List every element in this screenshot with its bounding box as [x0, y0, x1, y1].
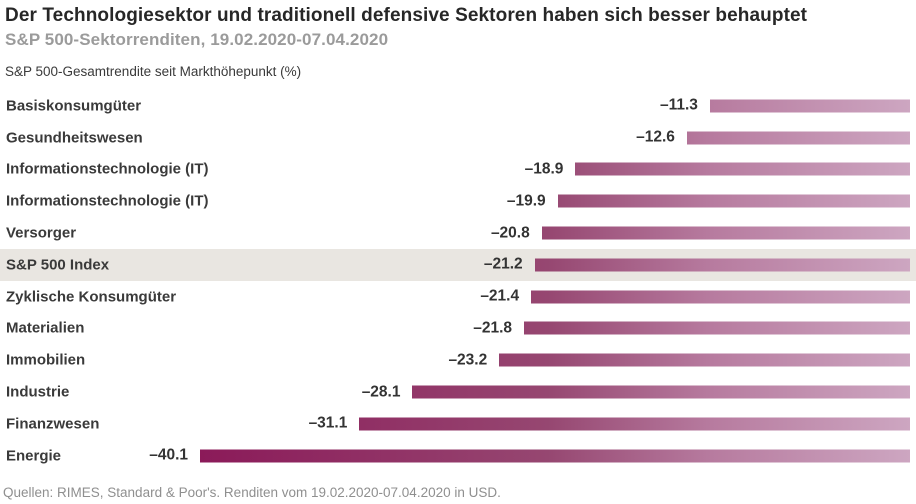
bar-track: –18.9: [200, 160, 910, 178]
category-label: Finanzwesen: [6, 415, 100, 433]
value-label: –21.4: [480, 287, 520, 305]
bar: [499, 353, 910, 367]
bar-track: –11.3: [200, 96, 910, 114]
value-label: –20.8: [490, 224, 530, 242]
category-label: Materialien: [6, 319, 85, 337]
bar: [359, 417, 910, 431]
chart-subtitle: S&P 500-Sektorrenditen, 19.02.2020-07.04…: [5, 30, 389, 49]
category-label: Industrie: [6, 383, 70, 401]
bar-track: –28.1: [200, 383, 910, 401]
value-label: –12.6: [636, 128, 675, 146]
category-label: Versorger: [6, 224, 77, 242]
bar-gradient-strip: [541, 226, 910, 240]
bar-row: Informationstechnologie (IT) –18.9: [0, 154, 916, 186]
bar-gradient-strip: [359, 417, 910, 431]
bar-track: –23.2: [200, 351, 910, 369]
bar-gradient-strip: [686, 131, 910, 145]
bar-gradient-strip: [200, 449, 910, 463]
value-label: –40.1: [149, 446, 188, 464]
bar-gradient-strip: [575, 162, 910, 176]
category-label: S&P 500 Index: [6, 256, 110, 274]
bar-gradient-strip: [499, 353, 910, 367]
bar-gradient-strip: [557, 194, 910, 208]
bar: [686, 131, 910, 145]
bar-row: Basiskonsumgüter –11.3: [0, 90, 916, 122]
value-label: –11.3: [660, 96, 698, 114]
bar: [531, 290, 910, 304]
value-label: –28.1: [361, 383, 401, 401]
bar-row: Materialien –21.8: [0, 313, 916, 345]
axis-label: S&P 500-Gesamtrendite seit Markthöhepunk…: [5, 64, 302, 79]
bar-row: Industrie –28.1: [0, 376, 916, 408]
bar-track: –21.8: [200, 319, 910, 337]
bar-track: –20.8: [200, 224, 910, 242]
bar-track: –21.4: [200, 287, 910, 305]
value-label: –21.8: [473, 319, 513, 337]
bar: [200, 449, 910, 463]
bar-track: –12.6: [200, 128, 910, 146]
bar-rows-container: Basiskonsumgüter –11.3 Gesundheitswesen –12…: [0, 90, 916, 472]
bar-track: –31.1: [200, 414, 910, 432]
category-label: Informationstechnologie (IT): [6, 160, 209, 178]
bar: [709, 99, 910, 113]
bar-row: Versorger –20.8: [0, 217, 916, 249]
bar-row: Finanzwesen –31.1: [0, 408, 916, 440]
category-label: Gesundheitswesen: [6, 129, 143, 147]
bar-row: Zyklische Konsumgüter –21.4: [0, 281, 916, 313]
bar: [534, 258, 910, 272]
category-label: Immobilien: [6, 351, 86, 369]
bar-track: –40.1: [149, 447, 910, 464]
source-note: Quellen: RIMES, Standard & Poor's. Rendi…: [3, 485, 501, 500]
bar-track: –21.2: [200, 255, 910, 273]
value-label: –18.9: [524, 160, 564, 178]
value-label: –23.2: [448, 351, 488, 369]
bar-row-highlighted: S&P 500 Index –21.2: [0, 248, 916, 281]
bar-row: Informationstechnologie (IT) –19.9: [0, 185, 916, 217]
bar-gradient-strip: [709, 99, 910, 113]
bar-gradient-strip: [412, 385, 910, 399]
category-label: Zyklische Konsumgüter: [6, 288, 177, 306]
bar-row: Energie –40.1: [0, 440, 916, 472]
value-label: –21.2: [483, 255, 523, 273]
category-label: Informationstechnologie (IT): [6, 192, 209, 210]
bar-track: –19.9: [200, 192, 910, 210]
bar: [541, 226, 910, 240]
category-label: Basiskonsumgüter: [6, 97, 142, 115]
chart-title: Der Technologiesektor und traditionell d…: [5, 5, 808, 26]
bar: [557, 194, 910, 208]
bar-gradient-strip: [531, 290, 910, 304]
bar: [575, 162, 910, 176]
category-label: Energie: [6, 447, 62, 465]
bar: [524, 321, 910, 335]
value-label: –31.1: [308, 414, 348, 432]
bar-gradient-strip: [534, 258, 910, 272]
value-label: –19.9: [506, 192, 546, 210]
bar-row: Gesundheitswesen –12.6: [0, 122, 916, 154]
bar-row: Immobilien –23.2: [0, 344, 916, 376]
bar: [412, 385, 910, 399]
bar-gradient-strip: [524, 321, 910, 335]
